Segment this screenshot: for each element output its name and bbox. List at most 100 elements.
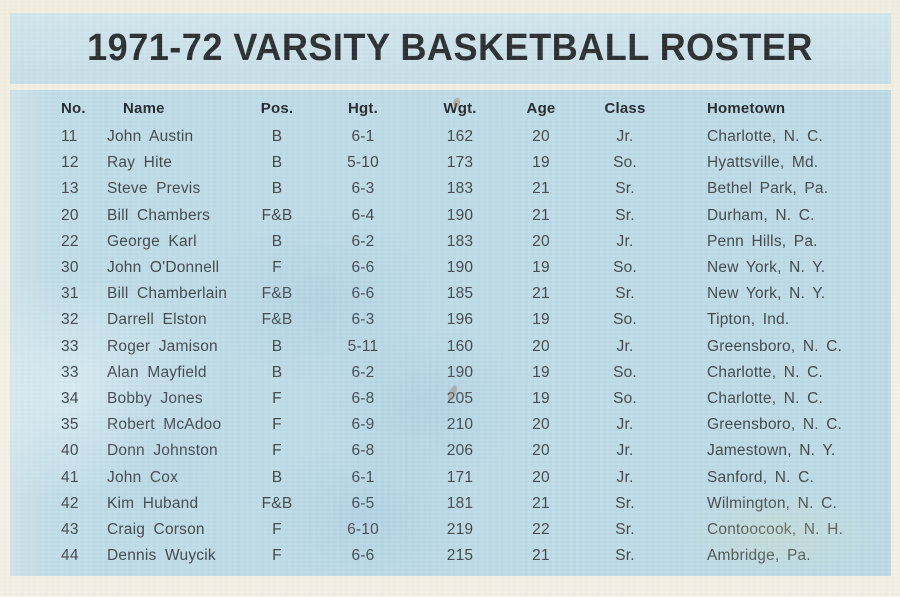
cell-name: Donn Johnston	[107, 442, 218, 460]
cell-no: 33	[61, 337, 79, 355]
cell-hometown: Greensboro, N. C.	[707, 337, 843, 355]
column-header-class: Class	[604, 99, 646, 117]
cell-hgt: 6-8	[351, 442, 375, 460]
table-row: 43 Craig Corson F 6-10 219 22 Sr. Contoo…	[10, 517, 891, 543]
cell-name: Alan Mayfield	[107, 363, 207, 381]
cell-hometown: New York, N. Y.	[707, 259, 826, 277]
table-row: 42 Kim Huband F&B 6-5 181 21 Sr. Wilming…	[10, 491, 891, 517]
cell-hometown: Tipton, Ind.	[707, 311, 790, 329]
cell-wgt: 190	[446, 363, 474, 381]
page-title: 1971-72 VARSITY BASKETBALL ROSTER	[87, 27, 814, 69]
cell-age: 19	[532, 363, 550, 381]
cell-hgt: 5-10	[347, 154, 379, 172]
cell-age: 21	[532, 494, 550, 512]
table-row: 22 George Karl B 6-2 183 20 Jr. Penn Hil…	[10, 229, 891, 255]
cell-hometown: Charlotte, N. C.	[707, 128, 824, 146]
cell-no: 40	[61, 442, 79, 460]
cell-wgt: 183	[446, 180, 474, 198]
cell-class: Sr.	[615, 285, 635, 303]
cell-age: 21	[532, 206, 550, 224]
cell-no: 35	[61, 416, 79, 434]
cell-pos: F&B	[261, 206, 293, 224]
cell-hometown: Bethel Park, Pa.	[707, 180, 829, 198]
cell-pos: B	[271, 337, 283, 355]
table-row: 11 John Austin B 6-1 162 20 Jr. Charlott…	[10, 124, 891, 150]
cell-hgt: 6-6	[351, 259, 375, 277]
cell-hometown: Sanford, N. C.	[707, 468, 815, 486]
table-row: 35 Robert McAdoo F 6-9 210 20 Jr. Greens…	[10, 412, 891, 438]
column-header-name: Name	[123, 99, 165, 117]
cell-name: Kim Huband	[107, 494, 199, 512]
cell-class: Jr.	[616, 128, 634, 146]
cell-class: Sr.	[615, 180, 635, 198]
cell-class: Jr.	[616, 337, 634, 355]
table-row: 33 Alan Mayfield B 6-2 190 19 So. Charlo…	[10, 360, 891, 386]
cell-no: 20	[61, 206, 79, 224]
cell-wgt: 210	[446, 416, 474, 434]
cell-age: 20	[532, 128, 550, 146]
cell-age: 21	[532, 285, 550, 303]
cell-pos: F	[272, 520, 282, 538]
cell-class: Sr.	[615, 547, 635, 565]
cell-wgt: 181	[446, 494, 474, 512]
cell-name: Craig Corson	[107, 520, 205, 538]
cell-hometown: Hyattsville, Md.	[707, 154, 819, 172]
cell-age: 22	[532, 520, 550, 538]
cell-hometown: Jamestown, N. Y.	[707, 442, 836, 460]
cell-pos: F	[272, 259, 282, 277]
cell-wgt: 206	[446, 442, 474, 460]
table-row: 31 Bill Chamberlain F&B 6-6 185 21 Sr. N…	[10, 281, 891, 307]
cell-hgt: 6-9	[351, 416, 375, 434]
cell-wgt: 190	[446, 206, 474, 224]
column-header-no: No.	[61, 99, 86, 117]
roster-rows: 11 John Austin B 6-1 162 20 Jr. Charlott…	[10, 124, 891, 569]
cell-name: John O'Donnell	[107, 259, 220, 277]
cell-age: 20	[532, 416, 550, 434]
cell-no: 41	[61, 468, 79, 486]
cell-class: Jr.	[616, 416, 634, 434]
cell-pos: B	[271, 154, 283, 172]
cell-name: Roger Jamison	[107, 337, 218, 355]
cell-age: 20	[532, 337, 550, 355]
cell-hometown: New York, N. Y.	[707, 285, 826, 303]
cell-name: Darrell Elston	[107, 311, 207, 329]
cell-wgt: 162	[446, 128, 474, 146]
cell-hgt: 6-1	[351, 468, 375, 486]
cell-name: Bobby Jones	[107, 389, 203, 407]
cell-hgt: 6-1	[351, 128, 375, 146]
cell-class: So.	[613, 154, 637, 172]
cell-wgt: 160	[446, 337, 474, 355]
column-header-hometown: Hometown	[707, 99, 786, 117]
cell-hometown: Contoocook, N. H.	[707, 520, 844, 538]
cell-pos: F&B	[261, 285, 293, 303]
column-header-age: Age	[526, 99, 556, 117]
cell-wgt: 190	[446, 259, 474, 277]
cell-age: 21	[532, 180, 550, 198]
cell-wgt: 171	[446, 468, 474, 486]
cell-no: 13	[61, 180, 79, 198]
column-header-pos: Pos.	[260, 99, 294, 117]
cell-hgt: 6-3	[351, 180, 375, 198]
cell-class: Sr.	[615, 520, 635, 538]
cell-class: So.	[613, 311, 637, 329]
cell-wgt: 215	[446, 547, 474, 565]
cell-hgt: 6-5	[351, 494, 375, 512]
cell-no: 33	[61, 363, 79, 381]
cell-name: George Karl	[107, 232, 197, 250]
cell-wgt: 173	[446, 154, 474, 172]
cell-class: So.	[613, 389, 637, 407]
column-header-wgt: Wgt.	[443, 99, 477, 117]
cell-wgt: 183	[446, 232, 474, 250]
cell-age: 19	[532, 154, 550, 172]
cell-class: Sr.	[615, 494, 635, 512]
cell-no: 43	[61, 520, 79, 538]
cell-pos: F	[272, 442, 282, 460]
cell-age: 19	[532, 259, 550, 277]
table-row: 13 Steve Previs B 6-3 183 21 Sr. Bethel …	[10, 176, 891, 202]
cell-class: Sr.	[615, 206, 635, 224]
cell-no: 42	[61, 494, 79, 512]
table-row: 30 John O'Donnell F 6-6 190 19 So. New Y…	[10, 255, 891, 281]
cell-hometown: Charlotte, N. C.	[707, 363, 824, 381]
cell-hgt: 6-6	[351, 547, 375, 565]
cell-name: Ray Hite	[107, 154, 173, 172]
